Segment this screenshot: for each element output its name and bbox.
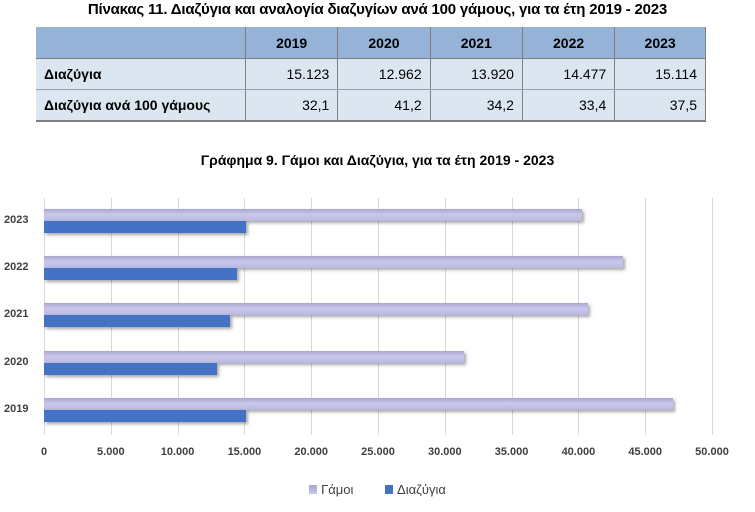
row-label: Διαζύγια ανά 100 γάμους [36, 89, 246, 122]
table-cell: 12.962 [337, 58, 431, 90]
chart-title: Γράφημα 9. Γάμοι και Διαζύγια, για τα έτ… [200, 152, 555, 168]
legend-item-divorces: Διαζύγια [385, 482, 446, 497]
gridline [311, 198, 313, 435]
row-label: Διαζύγια [36, 58, 246, 90]
legend-swatch-icon [309, 485, 318, 494]
x-tick-label: 45.000 [628, 446, 663, 458]
bar-divorces [44, 221, 246, 233]
bar-divorces [44, 362, 218, 375]
x-tick-label: 5.000 [97, 446, 125, 458]
header-cell [36, 27, 246, 59]
legend-swatch-icon [385, 485, 394, 494]
bar-marriages [44, 209, 583, 221]
y-tick-label: 2023 [4, 214, 29, 226]
header-cell: 2022 [522, 27, 616, 59]
header-cell: 2020 [337, 27, 431, 59]
legend-item-marriages: Γάμοι [309, 482, 353, 497]
table-cell: 41,2 [337, 89, 431, 122]
x-tick-label: 25.000 [361, 446, 395, 458]
gridline [244, 198, 246, 435]
table-cell: 32,1 [245, 89, 339, 122]
gridline [378, 198, 379, 435]
table-cell: 33,4 [522, 89, 616, 122]
header-cell: 2019 [245, 27, 339, 59]
gridline [645, 198, 647, 435]
table-row: Διαζύγια ανά 100 γάμους 32,1 41,2 34,2 3… [36, 89, 706, 122]
bar-marriages [44, 256, 624, 269]
table-cell: 13.920 [430, 58, 523, 90]
bar-marriages [44, 303, 588, 316]
header-cell: 2023 [614, 27, 706, 59]
bar-divorces [44, 409, 247, 422]
gridline [578, 198, 580, 435]
gridline [712, 198, 713, 435]
x-tick-label: 10.000 [160, 446, 195, 458]
x-tick-label: 30.000 [427, 446, 462, 458]
divorces-table: 2019 2020 2021 2022 2023 Διαζύγια 15.123… [36, 27, 706, 122]
table-cell: 15.123 [245, 58, 339, 90]
y-tick-label: 2021 [4, 308, 29, 321]
table-cell: 14.477 [522, 58, 616, 90]
x-tick-label: 20.000 [294, 446, 329, 458]
bar-divorces [44, 315, 230, 328]
x-tick-label: 40.000 [561, 446, 596, 458]
x-tick-label: 50.000 [695, 446, 729, 458]
legend-label: Διαζύγια [397, 482, 446, 497]
table-cell: 37,5 [614, 89, 706, 122]
y-tick-label: 2022 [4, 261, 29, 274]
bar-marriages [44, 397, 674, 410]
legend-label: Γάμοι [321, 482, 354, 497]
table-row: Διαζύγια 15.123 12.962 13.920 14.477 15.… [36, 58, 706, 90]
plot-area [44, 198, 713, 435]
table-cell: 34,2 [430, 89, 523, 122]
x-tick-label: 35.000 [494, 446, 529, 458]
chart-legend: Γάμοι Διαζύγια [0, 482, 755, 497]
bar-divorces [44, 268, 238, 281]
table-cell: 15.114 [614, 58, 706, 90]
y-tick-label: 2019 [4, 402, 29, 415]
table-header-row: 2019 2020 2021 2022 2023 [36, 27, 706, 59]
gridline [511, 198, 513, 435]
table-title: Πίνακας 11. Διαζύγια και αναλογία διαζυγ… [87, 1, 668, 18]
bar-marriages [44, 350, 465, 363]
x-tick-label: 0 [40, 446, 48, 458]
header-cell: 2021 [430, 27, 523, 59]
y-tick-label: 2020 [4, 355, 29, 368]
x-tick-label: 15.000 [227, 446, 262, 458]
gridline [444, 198, 446, 435]
